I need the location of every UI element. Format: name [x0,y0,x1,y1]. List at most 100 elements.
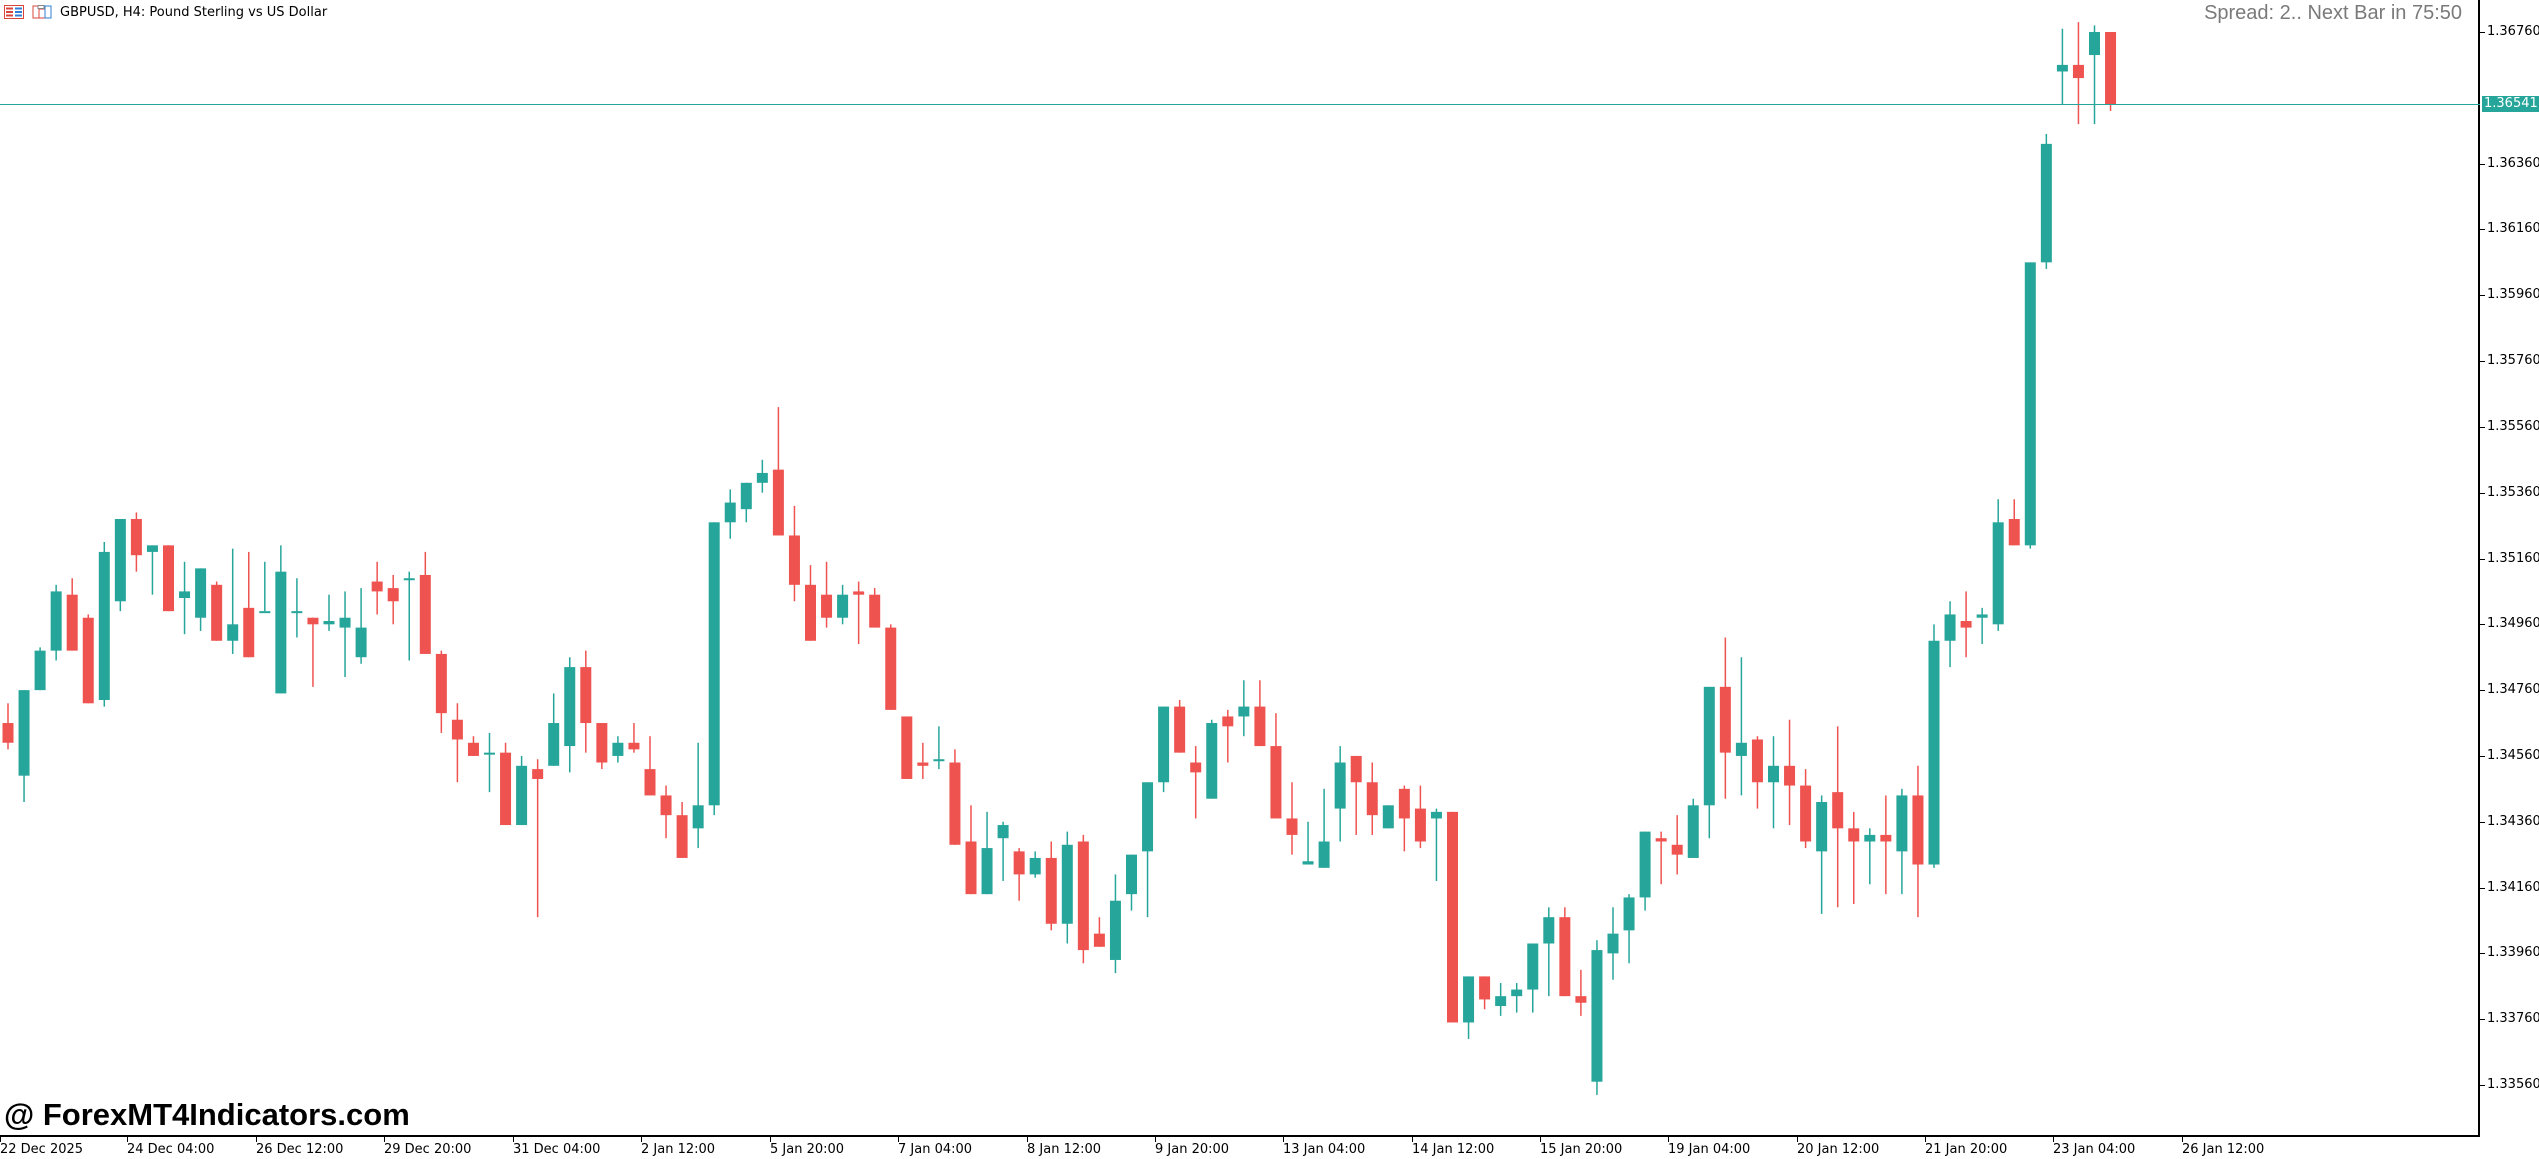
bear-candle[interactable] [307,617,319,687]
price-axis[interactable]: 1.36760 1.36360 1.36160 1.35960 1.35760 1.355… [2480,0,2539,1137]
bull-candle[interactable] [1238,680,1250,737]
chart-area[interactable]: GBPUSD, H4: Pound Sterling vs US Dollar … [0,0,2480,1137]
bear-candle[interactable] [1719,637,1731,799]
bear-candle[interactable] [371,561,383,615]
bull-candle[interactable] [403,571,415,661]
bear-candle[interactable] [885,624,897,710]
bear-candle[interactable] [1190,746,1202,819]
bull-candle[interactable] [1430,808,1442,881]
bear-candle[interactable] [1286,782,1298,855]
bull-candle[interactable] [1061,831,1073,944]
bear-candle[interactable] [1848,811,1860,905]
bear-candle[interactable] [1398,785,1410,852]
bull-candle[interactable] [2056,28,2068,105]
bear-candle[interactable] [965,805,977,895]
bull-candle[interactable] [227,548,239,654]
bull-candle[interactable] [195,568,207,631]
bull-candle[interactable] [548,693,560,766]
bull-candle[interactable] [1735,657,1747,796]
bull-candle[interactable] [34,647,46,691]
bear-candle[interactable] [1912,765,1924,918]
bull-candle[interactable] [516,755,528,826]
bear-candle[interactable] [1222,709,1234,763]
bear-candle[interactable] [1575,969,1587,1016]
bull-candle[interactable] [933,726,945,770]
bear-candle[interactable] [596,723,608,770]
bear-candle[interactable] [821,561,833,628]
bull-candle[interactable] [2040,134,2052,269]
bear-candle[interactable] [805,565,816,641]
bull-candle[interactable] [1639,831,1651,911]
bear-candle[interactable] [1077,834,1089,964]
bull-candle[interactable] [1302,821,1314,865]
bull-candle[interactable] [1703,686,1715,839]
bear-candle[interactable] [1174,699,1186,753]
bull-candle[interactable] [98,542,110,707]
window-list-icon[interactable] [4,5,24,19]
bull-candle[interactable] [1206,719,1218,799]
bear-candle[interactable] [1800,769,1812,849]
bull-candle[interactable] [1495,982,1507,1016]
bull-candle[interactable] [484,732,495,793]
bear-candle[interactable] [660,785,672,839]
bear-candle[interactable] [1655,831,1667,885]
bear-candle[interactable] [66,578,78,651]
bear-candle[interactable] [853,581,865,645]
bull-candle[interactable] [2024,262,2036,549]
bear-candle[interactable] [1414,785,1426,849]
bear-candle[interactable] [500,742,512,826]
bull-candle[interactable] [997,821,1009,881]
bull-candle[interactable] [1126,854,1137,911]
bull-candle[interactable] [724,489,736,539]
candlestick-series[interactable] [0,0,2478,1135]
bear-candle[interactable] [1559,907,1571,997]
bull-candle[interactable] [114,519,126,612]
bear-candle[interactable] [788,505,800,602]
bear-candle[interactable] [163,545,174,612]
bear-candle[interactable] [772,407,784,536]
bear-candle[interactable] [1013,848,1025,901]
bull-candle[interactable] [1768,736,1779,829]
bull-candle[interactable] [692,742,704,849]
time-axis[interactable]: 22 Dec 2025 24 Dec 04:00 26 Dec 12:00 29 De… [0,1137,2480,1159]
bear-candle[interactable] [2008,499,2020,546]
bull-candle[interactable] [179,561,191,635]
bull-candle[interactable] [740,482,752,523]
bull-candle[interactable] [1992,499,2004,631]
bear-candle[interactable] [2072,22,2084,125]
bear-candle[interactable] [1479,976,1491,1010]
bear-candle[interactable] [130,512,142,572]
bull-candle[interactable] [1142,782,1154,918]
bull-candle[interactable] [1976,607,1988,645]
bull-candle[interactable] [50,584,62,661]
bull-candle[interactable] [1591,940,1603,1095]
bull-candle[interactable] [339,591,351,677]
bear-candle[interactable] [435,650,447,733]
bear-candle[interactable] [1832,726,1844,908]
bear-candle[interactable] [419,551,431,654]
bull-candle[interactable] [837,584,849,625]
bear-candle[interactable] [211,581,223,641]
bear-candle[interactable] [387,574,399,625]
bear-candle[interactable] [451,703,463,783]
bull-candle[interactable] [564,657,576,773]
bull-candle[interactable] [1318,788,1330,868]
bull-candle[interactable] [1543,907,1555,997]
bear-candle[interactable] [1366,762,1378,835]
bull-candle[interactable] [1896,788,1908,895]
bear-candle[interactable] [1254,680,1266,747]
bull-candle[interactable] [756,459,768,493]
bull-candle[interactable] [1511,982,1523,1013]
bear-candle[interactable] [1880,795,1892,895]
bull-candle[interactable] [1607,907,1619,980]
bull-candle[interactable] [1864,828,1876,885]
chart-properties-icon[interactable] [32,5,52,19]
bull-candle[interactable] [1109,874,1121,974]
bear-candle[interactable] [1093,917,1105,947]
bull-candle[interactable] [291,578,303,638]
bear-candle[interactable] [676,802,688,858]
bull-candle[interactable] [1816,795,1828,914]
bear-candle[interactable] [1671,815,1683,875]
bull-candle[interactable] [1928,624,1940,868]
bull-candle[interactable] [1158,706,1170,793]
